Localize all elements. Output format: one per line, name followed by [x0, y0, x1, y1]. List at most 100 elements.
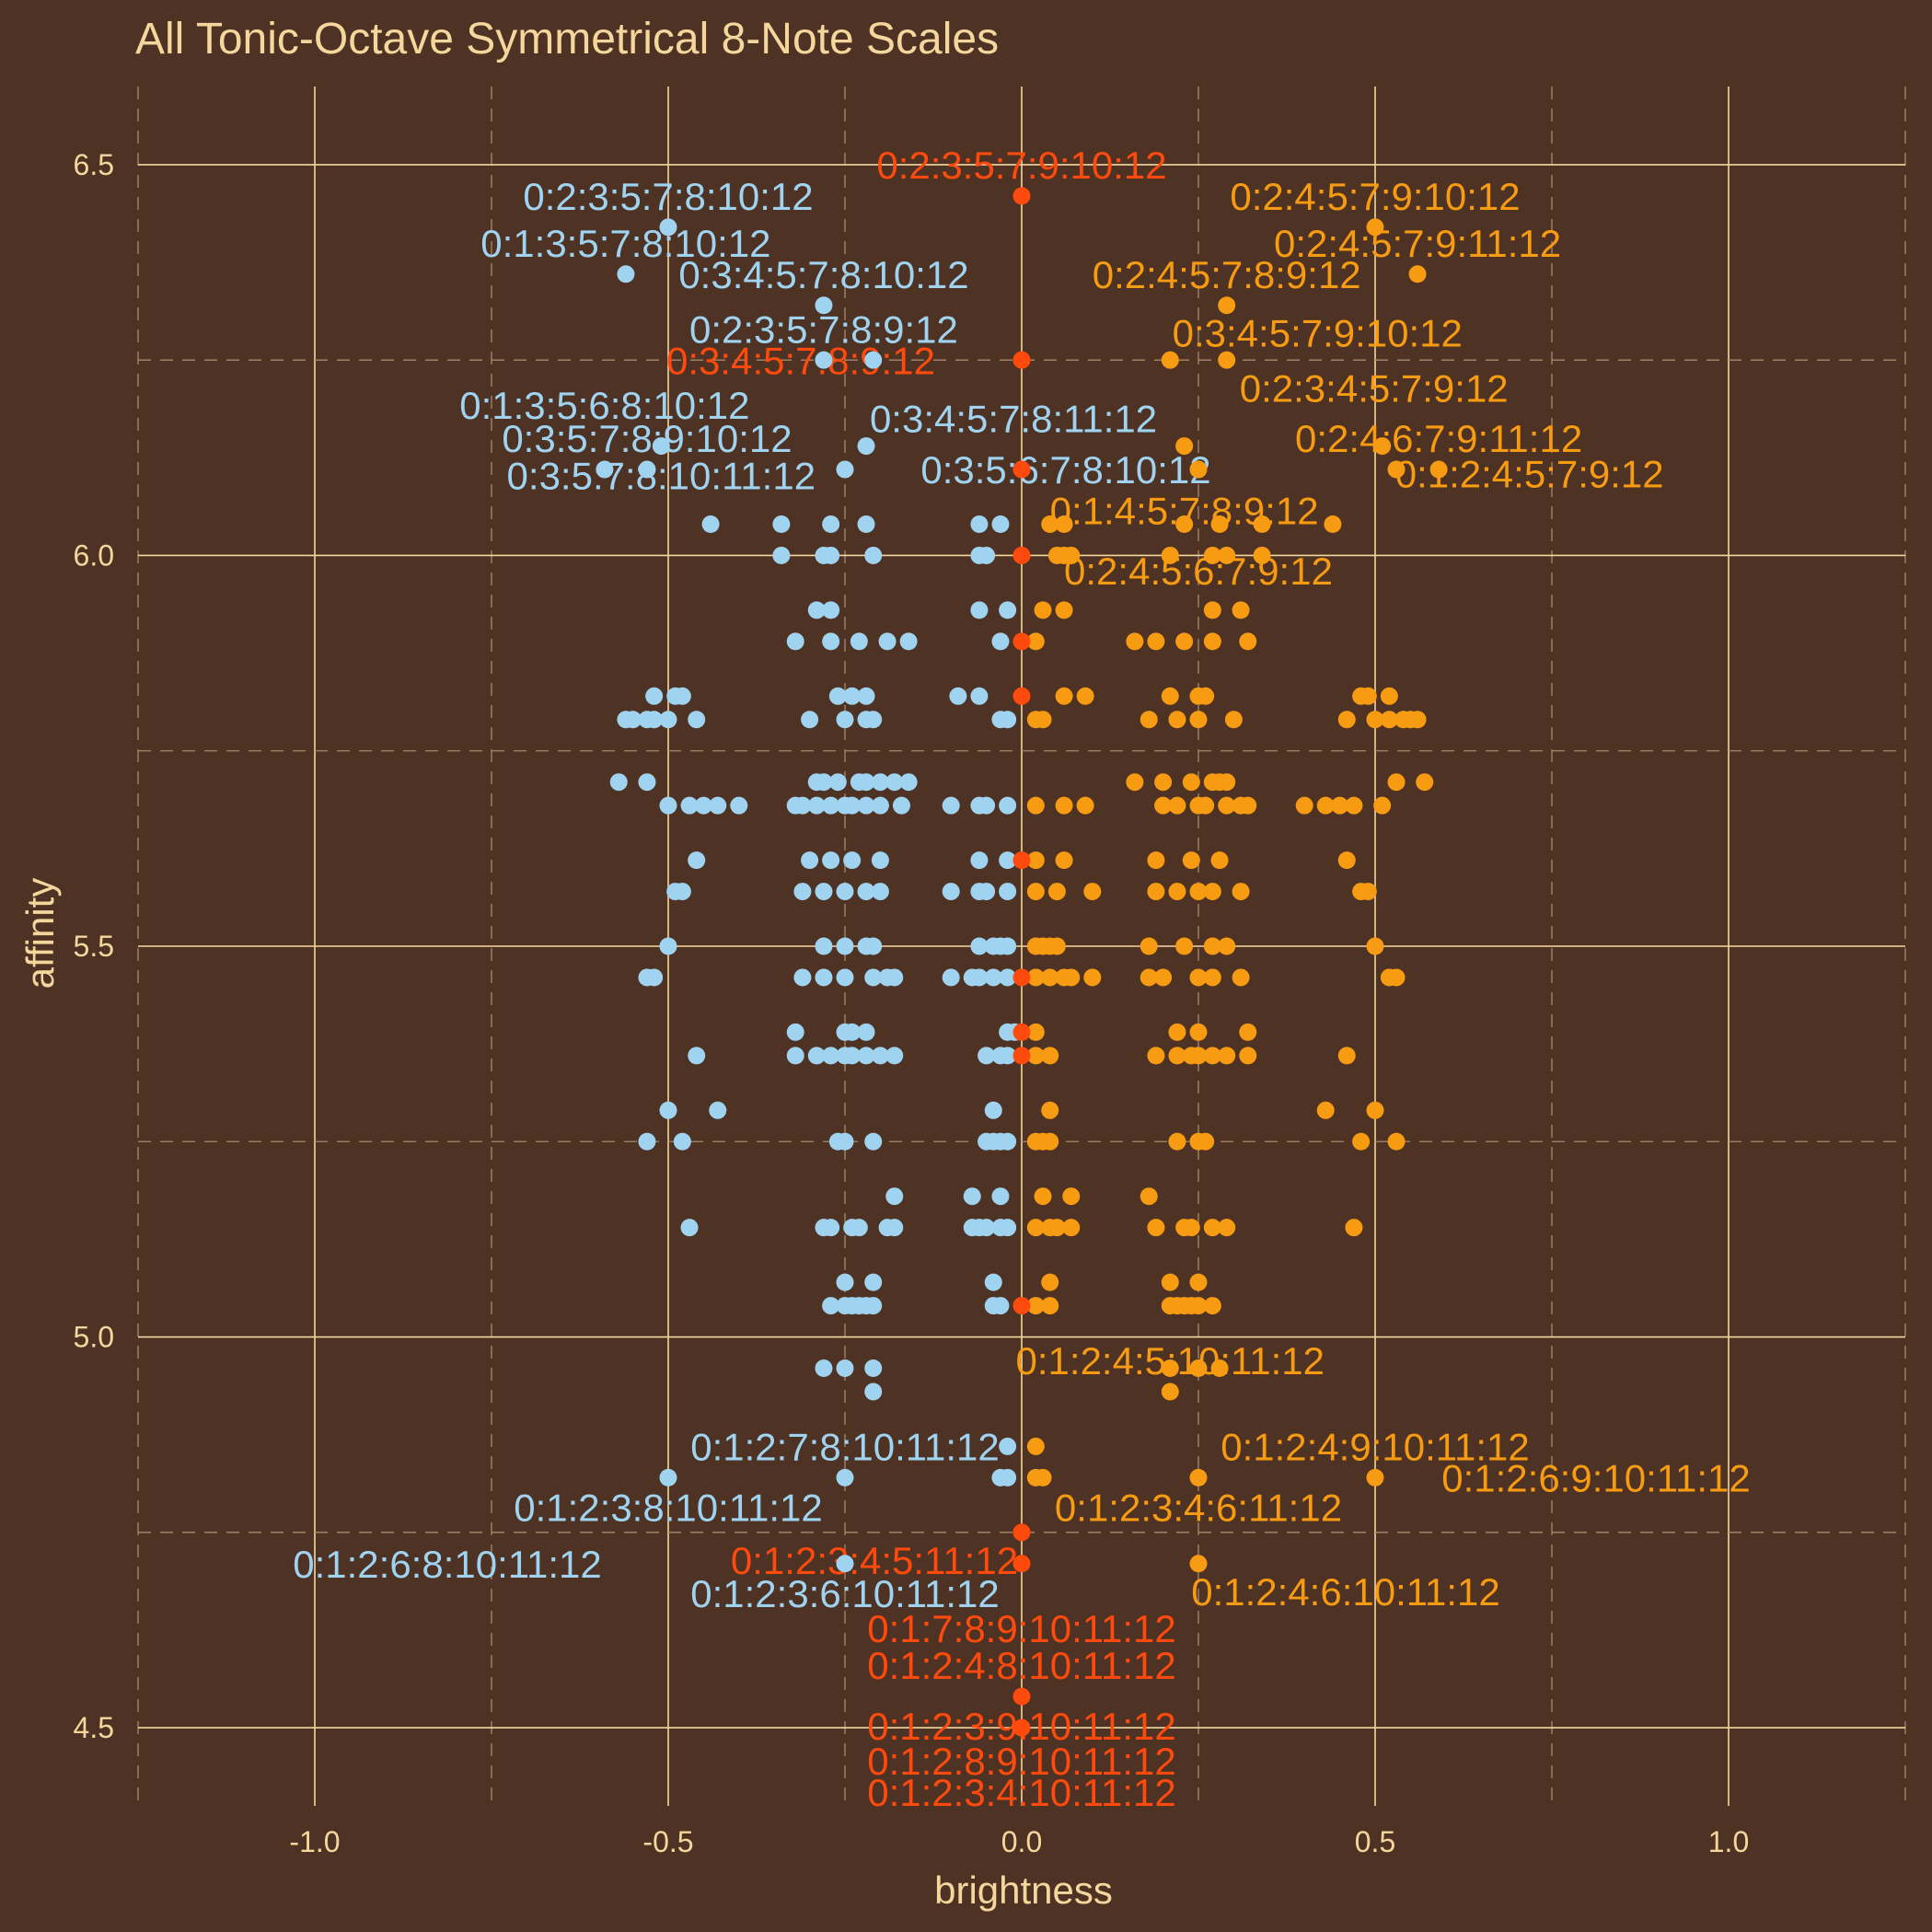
data-point — [871, 851, 889, 870]
data-point — [673, 1132, 691, 1151]
data-point — [1076, 687, 1094, 705]
data-point — [991, 632, 1010, 651]
data-point — [786, 1047, 804, 1065]
data-point — [1175, 437, 1194, 456]
data-point — [1189, 968, 1208, 987]
data-point — [822, 796, 840, 815]
data-point — [864, 1273, 883, 1291]
data-point — [1168, 1132, 1186, 1151]
point-label: 0:2:3:4:5:7:9:12 — [1240, 366, 1509, 410]
data-point — [1210, 515, 1229, 533]
data-point — [892, 796, 910, 815]
data-point — [1253, 515, 1271, 533]
data-point — [1224, 711, 1243, 729]
data-point — [1429, 460, 1448, 479]
point-label: 0:2:3:5:7:8:9:12 — [689, 307, 958, 351]
data-point — [864, 1382, 883, 1401]
data-point — [688, 711, 706, 729]
data-point — [1218, 296, 1236, 315]
data-point — [645, 968, 664, 987]
data-point — [871, 796, 889, 815]
data-point — [885, 773, 904, 792]
data-point — [1055, 515, 1073, 533]
data-point — [1189, 711, 1208, 729]
data-point — [1041, 1047, 1059, 1065]
data-point — [1026, 1297, 1045, 1315]
data-point — [1295, 796, 1313, 815]
data-point — [1012, 1523, 1031, 1542]
data-point — [688, 851, 706, 870]
point-label: 0:1:2:7:8:10:11:12 — [690, 1426, 1000, 1469]
point-label: 0:2:4:5:7:8:9:12 — [1093, 253, 1361, 296]
data-point — [1161, 1273, 1179, 1291]
data-point — [885, 1187, 904, 1206]
data-point — [864, 968, 883, 987]
data-point — [885, 1219, 904, 1237]
point-label: 0:1:2:3:4:10:11:12 — [867, 1771, 1176, 1814]
data-point — [864, 711, 883, 729]
data-point — [645, 711, 664, 729]
data-point — [652, 437, 670, 456]
data-point — [822, 851, 840, 870]
point-label: 0:1:2:8:9:10:11:12 — [867, 1740, 1176, 1783]
data-point — [1380, 968, 1398, 987]
data-point — [1012, 1555, 1031, 1573]
data-point — [843, 687, 862, 705]
data-point — [978, 1047, 996, 1065]
data-point — [1140, 711, 1158, 729]
data-point — [1232, 601, 1250, 619]
point-label: 0:3:4:5:7:8:9:12 — [666, 339, 935, 382]
data-point — [1203, 1047, 1221, 1065]
data-point — [1210, 1359, 1229, 1378]
data-point — [659, 218, 677, 237]
data-point — [999, 883, 1017, 901]
data-point — [857, 515, 875, 533]
data-point — [1218, 351, 1236, 369]
point-label: 0:2:3:5:7:8:10:12 — [523, 175, 813, 218]
y-tick-label: 6.5 — [74, 148, 114, 181]
data-point — [1062, 1219, 1081, 1237]
data-point — [638, 1132, 656, 1151]
data-point — [999, 1132, 1017, 1151]
data-point — [864, 1132, 883, 1151]
data-point — [843, 796, 862, 815]
data-point — [1197, 796, 1215, 815]
data-point — [1218, 796, 1236, 815]
data-point — [1239, 796, 1257, 815]
data-point — [659, 711, 677, 729]
data-point — [1189, 460, 1208, 479]
data-point — [864, 937, 883, 955]
data-point — [1126, 632, 1144, 651]
data-point — [1012, 1023, 1031, 1041]
data-point — [1083, 968, 1102, 987]
data-point — [978, 1219, 996, 1237]
point-label: 0:2:4:5:6:7:9:12 — [1064, 550, 1333, 593]
data-point — [1034, 711, 1052, 729]
data-point — [1168, 883, 1186, 901]
data-point — [694, 796, 712, 815]
data-point — [1012, 351, 1031, 369]
data-point — [1026, 632, 1045, 651]
data-point — [857, 1023, 875, 1041]
data-point — [1140, 968, 1158, 987]
data-point — [1175, 937, 1194, 955]
data-point — [815, 351, 833, 369]
data-point — [1026, 796, 1045, 815]
point-label: 0:1:2:3:4:5:11:12 — [731, 1539, 1018, 1582]
data-point — [793, 796, 812, 815]
data-point — [899, 632, 918, 651]
x-tick-label: 1.0 — [1708, 1825, 1749, 1858]
data-point — [963, 1187, 981, 1206]
data-point — [1168, 796, 1186, 815]
data-point — [659, 1468, 677, 1487]
data-point — [1041, 968, 1059, 987]
point-label: 0:1:7:8:9:10:11:12 — [867, 1607, 1176, 1650]
data-point — [1076, 796, 1094, 815]
data-point — [1203, 937, 1221, 955]
data-point — [1197, 687, 1215, 705]
data-point — [864, 1359, 883, 1378]
data-point — [1047, 883, 1066, 901]
y-tick-label: 5.5 — [74, 930, 114, 963]
data-point — [1203, 883, 1221, 901]
